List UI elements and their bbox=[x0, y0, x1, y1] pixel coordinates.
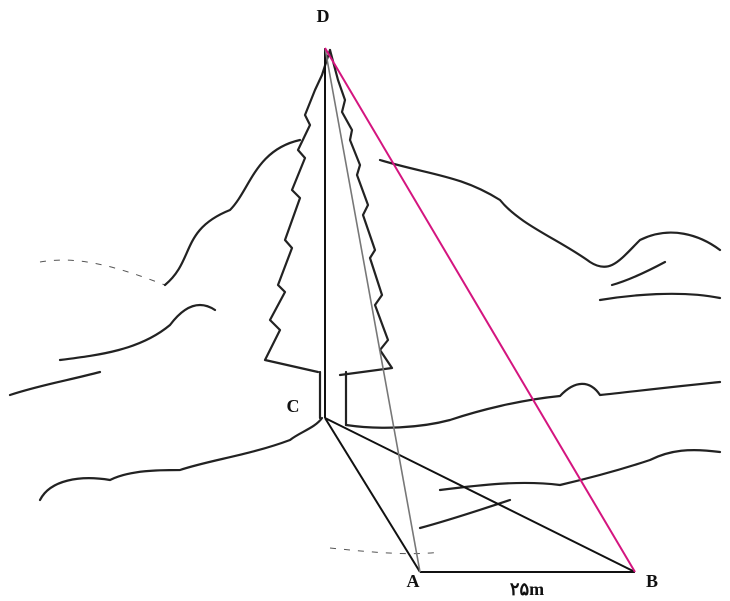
triangle-lines bbox=[325, 48, 635, 572]
landscape-sketch bbox=[10, 50, 720, 554]
point-label: B bbox=[646, 571, 658, 591]
point-label: D bbox=[317, 6, 330, 26]
distance-label: ۲۵m bbox=[510, 579, 544, 599]
point-label: A bbox=[407, 571, 420, 591]
point-label: C bbox=[287, 396, 300, 416]
diagram: D C A B ۲۵m bbox=[0, 0, 730, 601]
